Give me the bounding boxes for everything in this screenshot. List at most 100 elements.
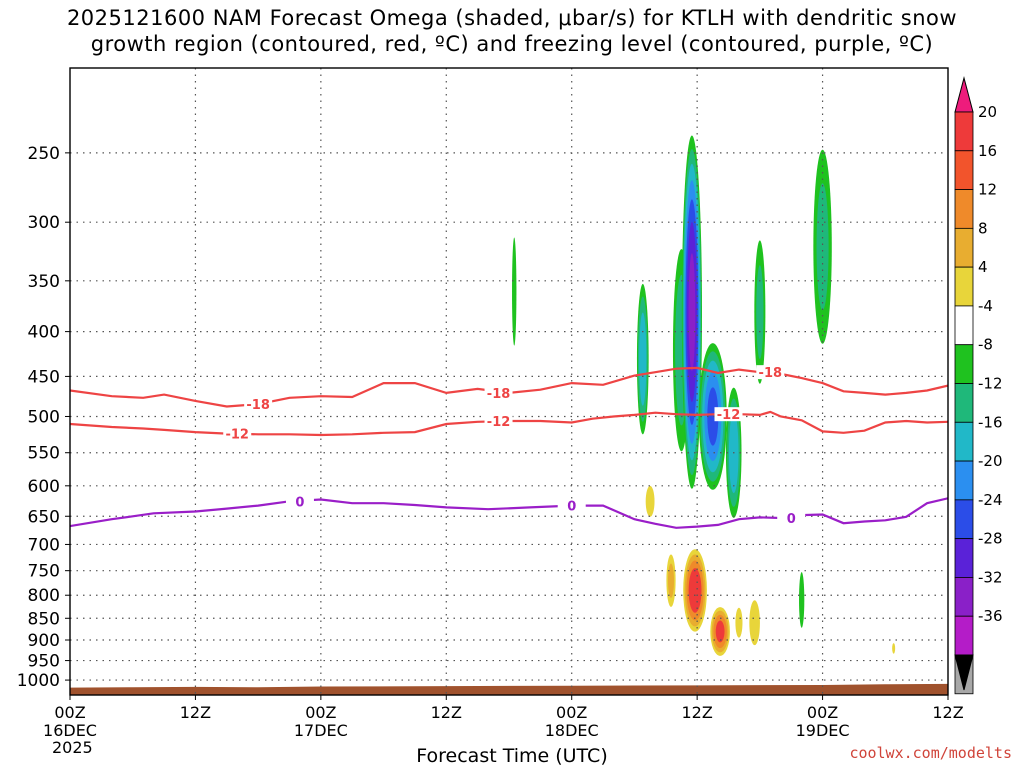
freezing-level-contour [70, 497, 948, 529]
omega-cell-12-level-16 [715, 620, 725, 643]
colorbar-swatch-13 [954, 577, 974, 617]
colorbar-swatch-2 [954, 150, 974, 190]
omega-cell-7-level--8 [816, 183, 829, 311]
colorbar-label-13: -36 [978, 607, 1003, 625]
x-date-label-24: 17DEC [294, 721, 348, 740]
isotherm-minus12-contour-label-0: -12 [225, 428, 249, 443]
x-axis-title: Forecast Time (UTC) [416, 745, 608, 767]
y-tick-label-400: 400 [28, 323, 60, 343]
isotherm-minus18-contour [70, 366, 948, 408]
omega-cell-15-level-4 [892, 643, 896, 654]
y-tick-label-550: 550 [28, 444, 60, 464]
colorbar-label-9: -20 [978, 452, 1003, 470]
colorbar-swatch-14 [954, 615, 974, 656]
colorbar-swatch-12 [954, 538, 974, 578]
omega-cell-4-level--20 [707, 387, 719, 446]
omega-cell-11-level-8 [667, 563, 675, 598]
y-tick-label-950: 950 [28, 652, 60, 672]
colorbar-label-0: 20 [978, 103, 997, 121]
colorbar-swatch-7 [954, 344, 974, 384]
y-tick-label-850: 850 [28, 609, 60, 629]
colorbar-label-8: -16 [978, 413, 1003, 431]
omega-cell-9-level-4 [645, 485, 655, 517]
colorbar-swatch-1 [954, 111, 974, 152]
x-tick-label-84: 12Z [932, 703, 963, 722]
colorbar-label-6: -8 [978, 336, 993, 354]
omega-cell-6-level--8 [756, 265, 764, 360]
y-tick-label-250: 250 [28, 144, 60, 164]
colorbar-label-11: -28 [978, 530, 1003, 548]
omega-cell-0-level--4 [512, 237, 517, 346]
omega-shading [512, 135, 896, 656]
freezing-level-contour-label-bg-2 [777, 511, 806, 526]
colorbar-label-2: 12 [978, 181, 997, 199]
plot-frame [69, 67, 949, 696]
x-tick-label-24: 00Z [305, 703, 336, 722]
colorbar-swatch-8 [954, 383, 974, 423]
colorbar: 20 16 12 8 4 -4 -8 -12 -16 -20 -24 -28 -32 -36 [954, 76, 1003, 695]
colorbar-label-5: -4 [978, 297, 993, 315]
colorbar-swatch-6 [954, 305, 974, 346]
y-tick-label-800: 800 [28, 586, 60, 606]
isotherm-minus18-contour-label-bg-1 [484, 385, 513, 400]
colorbar-swatch-11 [954, 499, 974, 540]
chart-title-line1: 2025121600 NAM Forecast Omega (shaded, μ… [66, 6, 958, 30]
freezing-level-contour-label-1: 0 [567, 500, 576, 515]
isotherm-minus18-contour-label-2: -18 [759, 366, 783, 381]
y-tick-label-450: 450 [28, 367, 60, 387]
colorbar-label-7: -12 [978, 375, 1003, 393]
colorbar-label-3: 8 [978, 219, 988, 237]
y-tick-label-900: 900 [28, 631, 60, 651]
freezing-level-contour-label-bg-0 [285, 494, 314, 509]
grid [70, 68, 948, 695]
isotherm-minus12-contour-label-bg-1 [484, 414, 513, 429]
colorbar-swatch-5 [954, 266, 974, 307]
isotherm-minus12-contour-label-1: -12 [487, 415, 511, 430]
omega-cell-10-level-16 [688, 568, 702, 613]
freezing-level-contour-label-0: 0 [295, 495, 304, 510]
x-tick-label-48: 00Z [556, 703, 587, 722]
y-tick-label-300: 300 [28, 213, 60, 233]
omega-cell-8-level--4 [799, 572, 805, 628]
y-tick-label-350: 350 [28, 272, 60, 292]
y-tick-label-500: 500 [28, 407, 60, 427]
terrain-fill [70, 683, 948, 695]
colorbar-label-4: 4 [978, 258, 988, 276]
colorbar-top-triangle [954, 76, 974, 113]
colorbar-label-12: -32 [978, 568, 1003, 586]
year-label: 2025 [52, 738, 93, 757]
x-date-label-48: 18DEC [545, 721, 599, 740]
omega-cell-3-level--28 [688, 253, 696, 371]
freezing-level-contour-label-bg-1 [557, 498, 586, 513]
colorbar-swatch-10 [954, 460, 974, 501]
y-tick-label-1000: 1000 [17, 671, 60, 691]
colorbar-label-10: -24 [978, 491, 1003, 509]
isotherm-minus18-contour-label-1: -18 [487, 387, 511, 402]
credit-link[interactable]: coolwx.com/modelts [849, 744, 1012, 762]
isotherm-minus18-contour-label-0: -18 [246, 398, 270, 413]
x-tick-label-36: 12Z [431, 703, 462, 722]
isotherm-minus18-contour-label-bg-2 [756, 365, 785, 380]
x-date-label-72: 19DEC [796, 721, 850, 740]
colorbar-bottom-triangle [954, 654, 974, 691]
isotherm-minus12-contour-label-2: -12 [717, 408, 741, 423]
x-tick-label-72: 00Z [807, 703, 838, 722]
x-tick-label-60: 12Z [681, 703, 712, 722]
colorbar-swatch-4 [954, 227, 974, 268]
y-tick-label-650: 650 [28, 507, 60, 527]
x-date-label-0: 16DEC [43, 721, 97, 740]
colorbar-swatch-9 [954, 421, 974, 462]
colorbar-swatch-3 [954, 189, 974, 229]
colorbar-label-1: 16 [978, 142, 997, 160]
y-tick-label-750: 750 [28, 562, 60, 582]
y-tick-label-600: 600 [28, 477, 60, 497]
isotherm-minus18-contour-label-bg-0 [244, 397, 273, 412]
isotherm-minus12-contour-label-bg-0 [223, 426, 252, 441]
omega-cell-14-level-4 [735, 607, 743, 638]
isotherm-minus12-contour [70, 410, 948, 437]
chart-title-line2: growth region (contoured, red, ºC) and f… [90, 32, 934, 56]
y-axis: 2503003504004505005506006507007508008509… [17, 144, 70, 691]
x-tick-label-0: 00Z [54, 703, 85, 722]
